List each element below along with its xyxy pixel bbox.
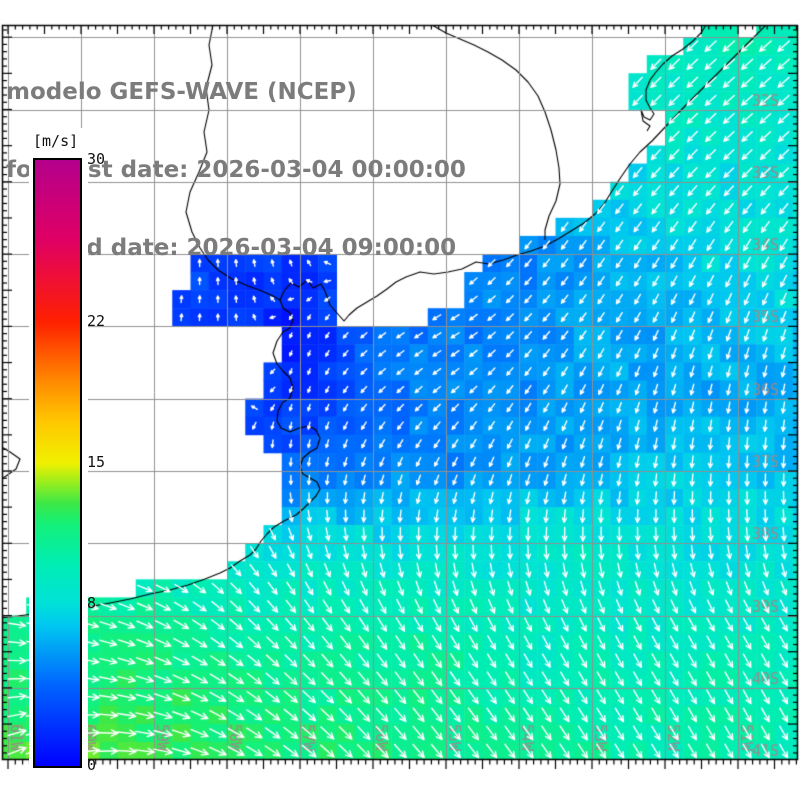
- colorbar-tick-label: 30: [87, 150, 106, 168]
- colorbar-tick-label: 0: [87, 756, 97, 774]
- colorbar-tick-label: 15: [87, 453, 106, 471]
- model-title: modelo GEFS-WAVE (NCEP): [6, 79, 357, 105]
- colorbar-unit-label: [m/s]: [33, 132, 79, 150]
- colorbar-tick-label: 8: [87, 594, 97, 613]
- colorbar-gradient: [33, 158, 82, 768]
- colorbar-tick-label: 22: [87, 311, 106, 330]
- colorbar: [m/s] 0 8 15 22 30: [29, 128, 105, 778]
